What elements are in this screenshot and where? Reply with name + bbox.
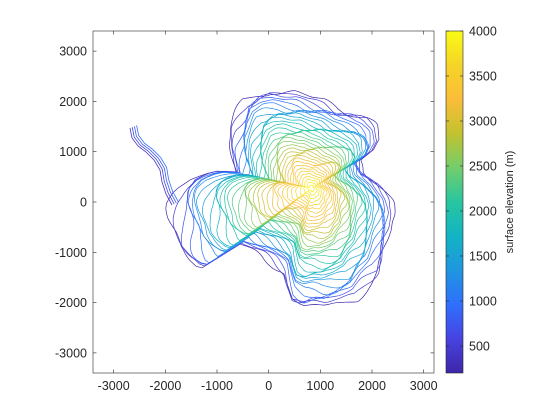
contour-line [131,127,175,205]
y-tick-label: -3000 [55,346,87,360]
colorbar-tick-label: 3000 [469,115,497,129]
contour-lines [129,90,396,306]
contour-line [209,113,372,278]
contour-line [215,116,370,277]
contour-line [226,130,363,258]
colorbar-tick-label: 3500 [469,70,497,84]
contour-line [257,150,346,234]
contour-line [277,164,332,218]
contour-line [202,112,374,279]
contour-line [295,175,322,203]
contour-line [286,170,328,210]
contour-line [253,147,348,239]
x-tick-label: 2000 [358,379,386,393]
contour-line [245,140,351,247]
x-tick-label: 1000 [306,379,334,393]
colorbar-tick-label: 2000 [469,205,497,219]
contour-line [187,97,385,304]
contour-line [187,99,386,300]
colorbar-ticks: 4000 3500 3000 2500 2000 1500 1000 500 [446,25,497,354]
x-axis: -3000 -2000 -1000 0 1000 2000 3000 [98,31,438,393]
y-tick-label: 2000 [59,95,87,109]
colorbar-tick-label: 2500 [469,160,497,174]
x-tick-label: -2000 [149,379,181,393]
colorbar-tick-label: 1000 [469,295,497,309]
contour-line [165,90,396,306]
y-tick-label: 1000 [59,145,87,159]
contour-line [191,102,385,296]
x-tick-label: -3000 [98,379,130,393]
colorbar-label: surface elevation (m) [504,151,516,254]
x-tick-label: 0 [265,379,272,393]
contour-line [129,127,173,206]
contour-line [196,109,380,283]
x-tick-label: -1000 [201,379,233,393]
contour-line [274,161,334,222]
contour-line [238,133,355,253]
contour-line [307,184,315,192]
contour-line [271,157,337,225]
y-tick-label: -2000 [55,296,87,310]
contour-line [290,172,325,207]
x-tick-label: 3000 [410,379,438,393]
contour-line [303,181,318,196]
contour-line [261,152,342,232]
y-tick-label: 3000 [59,45,87,59]
contour-line [281,167,330,214]
colorbar-tick-label: 1500 [469,250,497,264]
contour-line [219,123,368,270]
contour-line [244,136,353,251]
contour-line [248,144,350,244]
y-axis: 3000 2000 1000 0 -1000 -2000 -3000 [55,45,434,360]
colorbar-gradient [445,30,464,374]
contour-line [193,107,384,289]
colorbar-tick-label: 500 [469,340,490,354]
contour-line [134,126,177,204]
contour-line [266,154,338,228]
contour-line [224,127,366,264]
colorbar-tick-label: 4000 [469,25,497,39]
contour-line [216,120,368,273]
contour-line [299,178,320,200]
contour-line [136,125,179,203]
y-tick-label: 0 [80,196,87,210]
y-tick-label: -1000 [55,246,87,260]
colorbar: 4000 3500 3000 2500 2000 1500 1000 500 surface … [445,25,516,374]
